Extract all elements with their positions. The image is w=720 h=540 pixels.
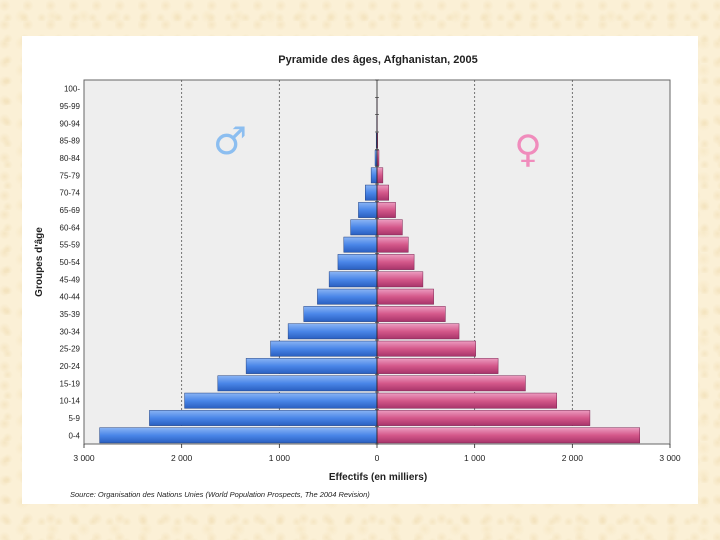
y-tick-label: 30-34 bbox=[60, 327, 81, 336]
y-tick-label: 25-29 bbox=[60, 345, 81, 354]
female-bar bbox=[376, 219, 403, 236]
chart-panel: Pyramide des âges, Afghanistan, 2005 0-4… bbox=[22, 36, 698, 504]
x-tick-label: 3 000 bbox=[659, 453, 681, 463]
y-tick-label: 5-9 bbox=[68, 414, 80, 423]
female-bar bbox=[376, 306, 446, 322]
y-tick-label: 10-14 bbox=[60, 397, 81, 406]
female-symbol-icon: ♀ bbox=[514, 127, 542, 171]
male-bar bbox=[287, 323, 378, 340]
y-tick-label: 70-74 bbox=[60, 189, 81, 198]
female-bar bbox=[376, 288, 434, 305]
bars bbox=[99, 98, 640, 444]
female-bar bbox=[376, 184, 389, 201]
y-tick-label: 15-19 bbox=[60, 379, 81, 388]
female-bar bbox=[376, 271, 424, 288]
y-tick-label: 0-4 bbox=[68, 431, 80, 440]
x-tick-label: 1 000 bbox=[464, 453, 486, 463]
y-tick-label: 85-89 bbox=[60, 137, 81, 146]
female-bar bbox=[376, 358, 499, 374]
male-bar bbox=[365, 184, 378, 201]
female-bar bbox=[376, 340, 476, 357]
y-tick-labels: 0-4 5-9 10-14 15-19 20-24 25-29 30-34 35-39 40-4… bbox=[60, 85, 81, 441]
y-tick-label: 65-69 bbox=[60, 206, 81, 215]
male-bar bbox=[149, 410, 378, 426]
x-tick-label: 1 000 bbox=[269, 453, 291, 463]
y-tick-label: 20-24 bbox=[60, 362, 81, 371]
x-tick-label: 2 000 bbox=[562, 453, 584, 463]
male-bar bbox=[328, 271, 378, 288]
female-bar bbox=[376, 375, 526, 392]
y-tick-label: 40-44 bbox=[60, 293, 81, 302]
y-tick-label: 60-64 bbox=[60, 223, 81, 232]
y-tick-label: 100- bbox=[64, 85, 80, 94]
male-bar bbox=[184, 392, 378, 409]
female-bar bbox=[376, 323, 460, 340]
male-bar bbox=[99, 427, 378, 444]
male-bar bbox=[303, 306, 378, 322]
x-axis-label: Effectifs (en milliers) bbox=[329, 472, 427, 483]
y-tick-label: 75-79 bbox=[60, 171, 81, 180]
female-bar bbox=[376, 202, 396, 218]
male-bar bbox=[343, 236, 378, 253]
male-bar bbox=[370, 167, 378, 184]
x-tick-label: 0 bbox=[375, 453, 380, 463]
female-bar bbox=[376, 254, 415, 270]
y-tick-label: 35-39 bbox=[60, 310, 81, 319]
x-tick-label: 3 000 bbox=[73, 453, 95, 463]
population-pyramid-chart: Pyramide des âges, Afghanistan, 2005 0-4… bbox=[34, 54, 681, 499]
y-tick-label: 50-54 bbox=[60, 258, 81, 267]
female-bar bbox=[376, 427, 640, 444]
x-tick-label: 2 000 bbox=[171, 453, 193, 463]
x-tick-labels: 3 000 2 000 1 000 0 1 000 2 000 3 000 bbox=[73, 444, 681, 463]
male-bar bbox=[358, 202, 378, 218]
y-axis-label: Groupes d'âge bbox=[34, 227, 45, 297]
male-bar bbox=[350, 219, 378, 236]
male-bar bbox=[337, 254, 378, 270]
y-tick-label: 90-94 bbox=[60, 119, 81, 128]
male-bar bbox=[317, 288, 378, 305]
male-bar bbox=[270, 340, 378, 357]
y-tick-label: 55-59 bbox=[60, 241, 81, 250]
axes bbox=[375, 79, 379, 445]
grid-lines bbox=[181, 80, 573, 444]
female-bar bbox=[376, 392, 557, 409]
y-tick-label: 80-84 bbox=[60, 154, 81, 163]
female-bar bbox=[376, 410, 591, 426]
female-bar bbox=[376, 236, 409, 253]
y-tick-label: 95-99 bbox=[60, 102, 81, 111]
male-bar bbox=[245, 358, 378, 374]
chart-title: Pyramide des âges, Afghanistan, 2005 bbox=[278, 54, 478, 66]
male-bar bbox=[217, 375, 378, 392]
female-bar bbox=[376, 167, 384, 184]
source-note: Source: Organisation des Nations Unies (… bbox=[70, 490, 370, 499]
y-tick-label: 45-49 bbox=[60, 275, 81, 284]
male-symbol-icon: ♂ bbox=[213, 119, 247, 163]
